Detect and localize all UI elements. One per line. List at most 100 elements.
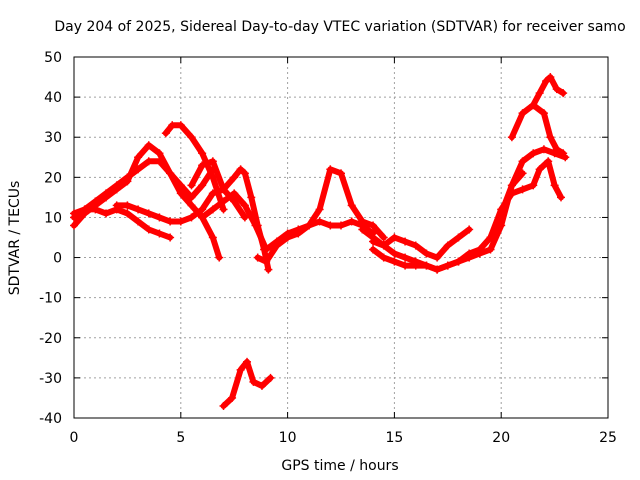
data-point (257, 381, 266, 390)
data-point (559, 89, 568, 98)
x-axis-title: GPS time / hours (281, 458, 398, 474)
y-tick-label: 40 (44, 90, 62, 106)
data-point (228, 393, 237, 402)
data-point (144, 141, 153, 150)
data-point (176, 181, 185, 190)
data-point (166, 217, 175, 226)
y-tick-label: -40 (39, 411, 62, 427)
data-point (249, 377, 258, 386)
data-point (433, 265, 442, 274)
data-point (552, 85, 561, 94)
data-point (379, 253, 388, 262)
data-point (433, 253, 442, 262)
series-line (71, 158, 216, 221)
x-tick-label: 0 (70, 430, 79, 446)
series-line (220, 358, 274, 409)
series-track-11 (369, 225, 474, 262)
series-line (370, 226, 473, 261)
series-track-8 (253, 165, 388, 266)
data-point (347, 217, 356, 226)
data-point (304, 221, 313, 230)
data-point (240, 201, 249, 210)
data-point (198, 161, 207, 170)
data-point (454, 257, 463, 266)
y-tick-label: -20 (39, 331, 62, 347)
data-point (337, 169, 345, 178)
x-tick-label: 15 (385, 430, 403, 446)
data-point (497, 205, 506, 214)
data-point (134, 205, 143, 214)
data-point (247, 193, 256, 202)
data-point (134, 217, 143, 226)
data-point (240, 213, 249, 222)
data-point (542, 77, 551, 86)
data-point (155, 213, 164, 222)
data-point (215, 253, 224, 262)
data-point (529, 181, 538, 190)
data-point (176, 121, 185, 130)
data-point (102, 189, 111, 198)
data-point (443, 261, 452, 270)
data-point (507, 181, 516, 190)
data-point (272, 241, 281, 250)
y-axis-title: SDTVAR / TECUs (7, 181, 23, 296)
data-point (422, 249, 431, 258)
data-point (552, 145, 561, 154)
data-point (465, 225, 474, 234)
data-point (411, 241, 420, 250)
data-point (155, 149, 164, 158)
data-point (219, 185, 228, 194)
data-point (236, 165, 245, 174)
data-point (557, 193, 566, 202)
data-point (208, 233, 217, 242)
data-point (358, 217, 367, 226)
data-point (401, 253, 410, 262)
chart-title: Day 204 of 2025, Sidereal Day-to-day VTE… (54, 19, 625, 35)
data-point (236, 365, 245, 374)
plot-frame (73, 56, 609, 419)
data-point (253, 253, 262, 262)
data-point (544, 157, 553, 166)
data-point (80, 205, 89, 214)
series-track-10 (369, 145, 570, 274)
data-point (326, 221, 335, 230)
y-tick-label: 50 (44, 50, 62, 66)
data-point (369, 245, 378, 254)
data-point (134, 153, 143, 162)
data-point (369, 237, 378, 246)
data-point (507, 189, 516, 198)
data-point (112, 201, 121, 210)
data-point (546, 133, 555, 142)
data-point (358, 225, 367, 234)
data-point (315, 205, 324, 214)
data-point (187, 181, 196, 190)
data-point (198, 205, 207, 214)
series-line (71, 206, 174, 241)
data-point (390, 257, 399, 266)
data-point (198, 149, 207, 158)
x-tick-label: 20 (492, 430, 510, 446)
data-point (134, 165, 143, 174)
y-tick-labels: -40 -30 -20 -10 0 10 20 30 40 50 (39, 50, 62, 427)
data-point (187, 201, 196, 210)
data-point (230, 197, 239, 206)
data-point (283, 233, 292, 242)
data-point (187, 213, 196, 222)
data-point (240, 169, 249, 178)
data-point (550, 181, 559, 190)
y-tick-label: 0 (53, 251, 62, 267)
axis-ticks (73, 56, 609, 419)
data-point (187, 133, 196, 142)
data-point (264, 265, 273, 274)
data-point (155, 157, 164, 166)
data-point (208, 205, 217, 214)
x-tick-label: 10 (279, 430, 297, 446)
data-point (198, 181, 207, 190)
y-tick-label: 20 (44, 170, 62, 186)
series-track-12 (486, 157, 566, 242)
data-point (219, 401, 228, 410)
data-point (166, 169, 175, 178)
series-track-3 (70, 205, 175, 242)
data-point (112, 181, 121, 190)
data-point (243, 357, 252, 366)
